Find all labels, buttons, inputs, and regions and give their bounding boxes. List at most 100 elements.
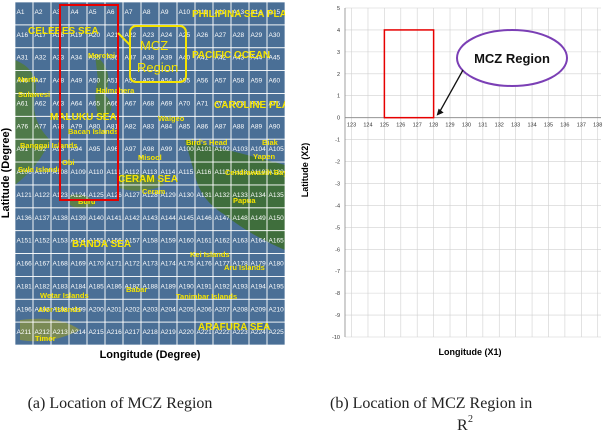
place-label: Waigeo	[158, 114, 185, 123]
x-tick-label: 132	[495, 123, 504, 129]
callout-arrow	[117, 32, 131, 46]
cell-label: A83	[143, 123, 155, 130]
y-tick-label: 2	[337, 72, 340, 78]
cell-label: A153	[53, 238, 69, 245]
cell-label: A150	[269, 215, 285, 222]
place-label: PHILIPINA SEA PLATE	[192, 9, 299, 20]
region	[383, 29, 435, 119]
callout-box	[129, 25, 187, 83]
cell-label: A189	[161, 283, 177, 290]
cell-label: A131	[197, 192, 213, 199]
place-label: Obi	[62, 158, 75, 167]
cell-label: A171	[107, 261, 123, 268]
cell-label: A104	[251, 146, 267, 153]
place-label: Babar	[126, 285, 147, 294]
cell-label: A152	[35, 238, 51, 245]
cell-label: A163	[233, 238, 249, 245]
cell-label: A28	[233, 32, 245, 39]
caption: (a) Location of MCZ Region	[28, 395, 213, 412]
cell-label: A18	[53, 32, 65, 39]
cell-label: A148	[233, 215, 249, 222]
cell-label: A95	[89, 146, 101, 153]
cell-label: A217	[125, 329, 141, 336]
place-label: Misool	[138, 153, 162, 162]
cell-label: A41	[197, 55, 209, 62]
cell-label: A30	[269, 32, 281, 39]
land	[120, 173, 165, 191]
cell-label: A9	[161, 9, 169, 16]
cell-label: A77	[35, 123, 47, 130]
y-tick-label: -6	[335, 247, 340, 253]
cell-label: A222	[215, 329, 231, 336]
cell-label: A190	[179, 283, 195, 290]
cell-label: A92	[35, 146, 47, 153]
cell-label: A156	[107, 238, 123, 245]
place-label: PACIFIC OCEAN	[192, 50, 270, 61]
cell-label: A36	[107, 55, 119, 62]
cell-label: A200	[89, 306, 105, 313]
x-tick-label: 130	[462, 123, 471, 129]
cell-label: A14	[251, 9, 263, 16]
place-label: Ceram	[142, 187, 166, 196]
cell-label: A207	[215, 306, 231, 313]
cell-label: A27	[215, 32, 227, 39]
x-axis-label: Longitude (Degree)	[100, 349, 201, 361]
cell-label: A209	[251, 306, 267, 313]
cell-label: A67	[125, 100, 137, 107]
arrow-head	[436, 108, 444, 116]
place-label: Halmahera	[96, 86, 135, 95]
cell-label: A210	[269, 306, 285, 313]
place-label: Kei Islands	[190, 250, 230, 259]
land	[15, 60, 50, 185]
cell-label: A81	[107, 123, 119, 130]
cell-label: A147	[215, 215, 231, 222]
cell-label: A116	[197, 169, 212, 176]
cell-label: A48	[53, 78, 65, 85]
cell-label: A205	[179, 306, 195, 313]
cell-label: A220	[179, 329, 195, 336]
place-label: Morotai	[88, 51, 115, 60]
cell-label: A216	[107, 329, 123, 336]
cell-label: A170	[89, 261, 105, 268]
cell-label: A141	[107, 215, 123, 222]
cell-label: A64	[71, 100, 83, 107]
cell-label: A63	[53, 100, 65, 107]
cell-label: A17	[35, 32, 47, 39]
cell-label: A191	[197, 283, 213, 290]
cell-label: A35	[89, 55, 101, 62]
cell-label: A187	[125, 283, 141, 290]
cell-label: A25	[179, 32, 191, 39]
x-tick-label: 129	[445, 123, 454, 129]
cell-label: A120	[269, 169, 285, 176]
cell-label: A62	[35, 100, 47, 107]
cell-label: A70	[179, 100, 191, 107]
y-tick-label: 5	[337, 6, 340, 12]
cell-label: A118	[233, 169, 248, 176]
annotation-arrow	[438, 69, 464, 114]
y-tick-label: 1	[337, 94, 340, 100]
cell-label: A47	[35, 78, 47, 85]
place-label: CELEBES SEA	[28, 26, 99, 37]
cell-label: A115	[179, 169, 194, 176]
cell-label: A206	[197, 306, 213, 313]
cell-label: A161	[197, 238, 213, 245]
cell-label: A34	[71, 55, 83, 62]
cell-label: A103	[233, 146, 249, 153]
annotation: MCZ Region	[474, 51, 550, 66]
cell-label: A111	[107, 169, 122, 176]
cell-label: A127	[125, 192, 141, 199]
cell-label: A151	[17, 238, 33, 245]
cell-label: A129	[161, 192, 177, 199]
cell-label: A12	[215, 9, 227, 16]
cell-label: A168	[53, 261, 69, 268]
x-tick-label: 133	[511, 123, 520, 129]
cell-label: A180	[269, 261, 285, 268]
cell-label: A167	[35, 261, 51, 268]
place-label: MALUKU SEA	[50, 112, 117, 123]
cell-label: A114	[161, 169, 176, 176]
place-label: CAROLINE PLATE	[214, 100, 301, 111]
cell-label: A110	[89, 169, 104, 176]
x-tick-label: 135	[544, 123, 553, 129]
cell-label: A124	[71, 192, 87, 199]
